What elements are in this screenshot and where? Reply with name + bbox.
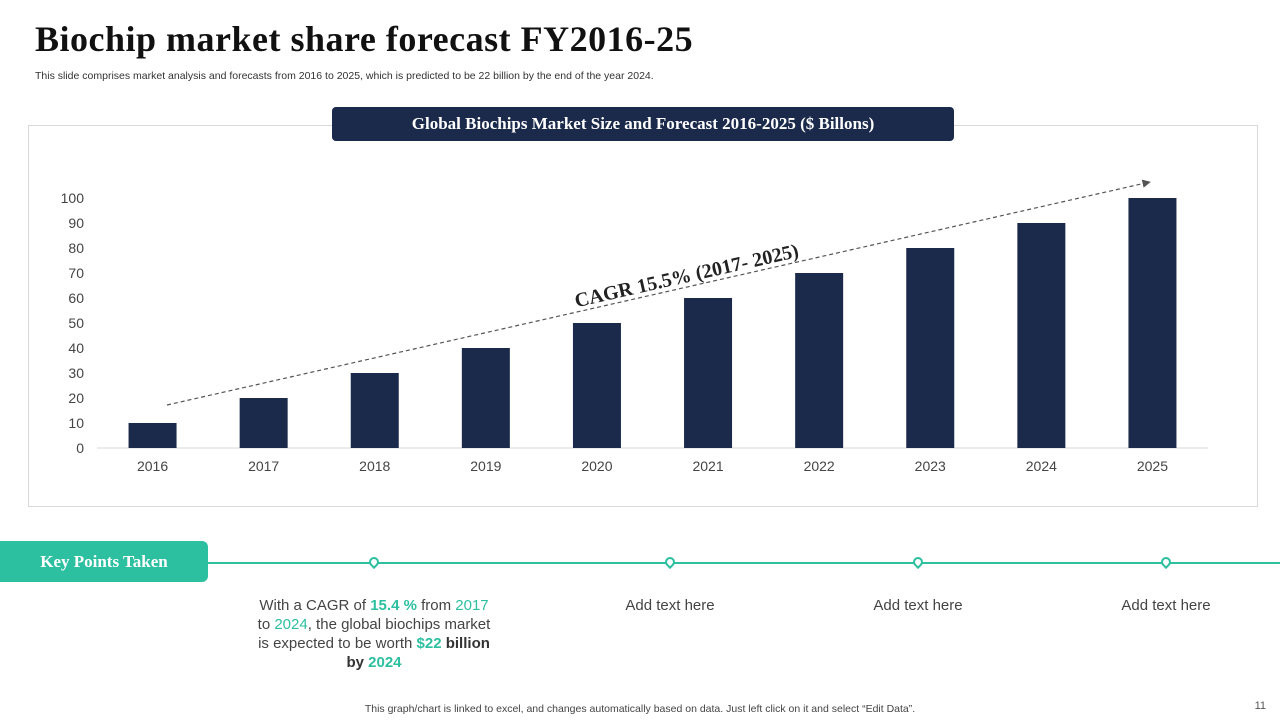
x-tick-label: 2024 [1026, 458, 1057, 474]
bar [1017, 223, 1066, 448]
x-tick-label: 2023 [915, 458, 946, 474]
y-tick-label: 60 [68, 290, 84, 306]
key-points-timeline [200, 562, 1280, 564]
bar [1128, 198, 1177, 448]
y-tick-label: 40 [68, 340, 84, 356]
key-points-label: Key Points Taken [0, 541, 208, 582]
y-tick-label: 90 [68, 215, 84, 231]
y-tick-label: 50 [68, 315, 84, 331]
y-tick-label: 70 [68, 265, 84, 281]
bar [239, 398, 288, 448]
bar [795, 273, 844, 448]
slide-title: Biochip market share forecast FY2016-25 [35, 19, 694, 59]
key-point-4: Add text here [1121, 597, 1211, 614]
page-number: 11 [1254, 700, 1266, 712]
x-tick-label: 2018 [359, 458, 390, 474]
x-tick-label: 2020 [581, 458, 612, 474]
x-tick-label: 2019 [470, 458, 501, 474]
x-tick-label: 2025 [1137, 458, 1168, 474]
chart-title: Global Biochips Market Size and Forecast… [332, 107, 954, 141]
x-tick-label: 2016 [137, 458, 168, 474]
x-tick-label: 2021 [692, 458, 723, 474]
y-tick-label: 100 [61, 190, 85, 206]
bar [350, 373, 399, 448]
bar [906, 248, 955, 448]
key-point-2: Add text here [625, 597, 715, 614]
x-tick-label: 2022 [804, 458, 835, 474]
footer-note: This graph/chart is linked to excel, and… [364, 703, 916, 715]
x-tick-label: 2017 [248, 458, 279, 474]
y-tick-label: 0 [76, 440, 84, 456]
y-tick-label: 80 [68, 240, 84, 256]
y-tick-label: 20 [68, 390, 84, 406]
bar [461, 348, 510, 448]
bar [572, 323, 621, 448]
key-point-3: Add text here [873, 597, 963, 614]
bar [128, 423, 177, 448]
y-tick-label: 30 [68, 365, 84, 381]
bar [684, 298, 733, 448]
key-point-1: With a CAGR of 15.4 % from 2017 to 2024,… [257, 597, 491, 671]
slide-subtitle: This slide comprises market analysis and… [35, 70, 654, 82]
y-tick-label: 10 [68, 415, 84, 431]
